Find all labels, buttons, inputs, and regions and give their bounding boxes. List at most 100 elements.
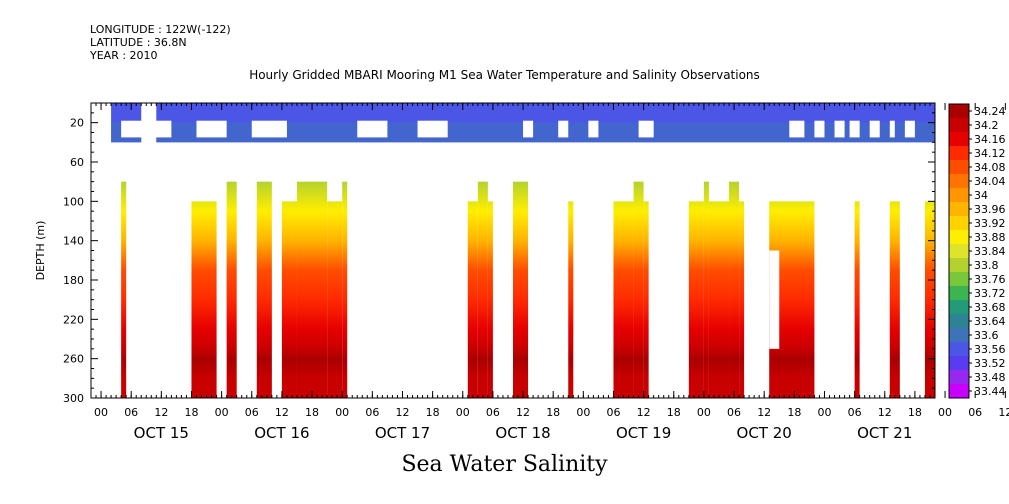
deep-salinity-segment	[121, 181, 127, 398]
colorbar-label: 33.72	[974, 287, 1006, 300]
deep-salinity-segment	[613, 201, 634, 398]
x-day-label: OCT 16	[254, 424, 309, 442]
colorbar-label: 34.12	[974, 147, 1006, 160]
x-hour-tick-label: 12	[637, 406, 651, 419]
colorbar-label: 33.8	[974, 259, 999, 272]
plot-area	[111, 103, 936, 398]
colorbar-cell	[949, 244, 969, 259]
x-day-label: OCT 19	[616, 424, 671, 442]
colorbar-cell	[949, 384, 969, 399]
colorbar-label: 33.68	[974, 301, 1006, 314]
colorbar-cell	[949, 356, 969, 371]
x-hour-tick-label: 18	[787, 406, 801, 419]
deep-salinity-segment	[889, 201, 900, 398]
x-hour-tick-label: 06	[727, 406, 741, 419]
shallow-band-gap	[638, 120, 654, 138]
colorbar-label: 34.04	[974, 175, 1006, 188]
deep-salinity-segment	[327, 201, 343, 398]
shallow-band-gap	[251, 120, 287, 138]
deep-salinity-segment	[854, 201, 860, 398]
x-hour-tick-label: 00	[335, 406, 349, 419]
colorbar-label: 33.76	[974, 273, 1006, 286]
x-hour-tick-label: 06	[365, 406, 379, 419]
shallow-band-gap	[789, 120, 805, 138]
shallow-band-gap	[588, 120, 599, 138]
colorbar-frame	[948, 103, 970, 399]
x-hour-tick-label: 12	[275, 406, 289, 419]
x-hour-tick-label: 12	[516, 406, 530, 419]
deep-salinity-segment	[703, 181, 709, 398]
x-day-label: OCT 15	[134, 424, 189, 442]
y-tick-label: 260	[63, 353, 84, 366]
deep-data-gap	[914, 201, 925, 349]
shallow-band-gap	[558, 120, 569, 138]
deep-salinity-segment	[513, 181, 529, 398]
x-day-label: OCT 20	[737, 424, 792, 442]
x-day-label: OCT 17	[375, 424, 430, 442]
colorbar-cell	[949, 272, 969, 287]
colorbar-label: 34.16	[974, 133, 1006, 146]
shallow-band-gap	[889, 120, 895, 138]
x-hour-tick-label: 18	[305, 406, 319, 419]
deep-salinity-segment	[568, 201, 574, 398]
y-axis-label: DEPTH (m)	[34, 221, 47, 281]
y-tick-label: 140	[63, 235, 84, 248]
x-hour-tick-label: 12	[998, 406, 1009, 419]
latitude-label: LATITUDE : 36.8N	[90, 36, 187, 49]
shallow-band-lower	[156, 122, 936, 143]
colorbar-cell	[949, 216, 969, 231]
deep-salinity-segment	[191, 201, 217, 398]
x-hour-tick-label: 12	[878, 406, 892, 419]
deep-salinity-segment	[296, 181, 328, 398]
colorbar-cell	[949, 104, 969, 119]
shallow-band-gap	[834, 120, 845, 138]
shallow-band-gap	[904, 120, 915, 138]
colorbar-label: 33.64	[974, 315, 1006, 328]
colorbar-label: 33.56	[974, 343, 1006, 356]
x-hour-tick-label: 18	[667, 406, 681, 419]
x-hour-tick-label: 00	[94, 406, 108, 419]
deep-salinity-segment	[688, 201, 704, 398]
x-hour-tick-label: 00	[938, 406, 952, 419]
deep-salinity-segment	[633, 181, 644, 398]
colorbar-cell	[949, 328, 969, 343]
deep-salinity-segment	[467, 201, 478, 398]
colorbar-cell	[949, 314, 969, 329]
y-tick-label: 300	[63, 392, 84, 405]
shallow-band-gap	[814, 120, 825, 138]
deep-salinity-segment	[281, 201, 297, 398]
colorbar-label: 34.2	[974, 119, 999, 132]
deep-salinity-segment	[708, 201, 730, 398]
colorbar-cell	[949, 342, 969, 357]
colorbar-label: 33.88	[974, 231, 1006, 244]
colorbar-label: 33.48	[974, 371, 1006, 384]
colorbar-label: 33.84	[974, 245, 1006, 258]
colorbar-cell	[949, 258, 969, 273]
y-tick-label: 60	[70, 156, 84, 169]
deep-salinity-segment	[643, 201, 649, 398]
deep-salinity-segment	[256, 181, 272, 398]
x-hour-tick-label: 06	[486, 406, 500, 419]
x-hour-tick-label: 18	[184, 406, 198, 419]
x-hour-tick-label: 18	[908, 406, 922, 419]
x-hour-tick-label: 00	[697, 406, 711, 419]
shallow-band-gap	[523, 120, 534, 138]
x-hour-tick-label: 00	[817, 406, 831, 419]
x-day-label: OCT 21	[857, 424, 912, 442]
longitude-label: LONGITUDE : 122W(-122)	[90, 23, 231, 36]
x-hour-tick-label: 12	[395, 406, 409, 419]
deep-salinity-segment	[477, 181, 488, 398]
deep-salinity-segment	[729, 181, 740, 398]
shallow-band-gap	[121, 120, 172, 138]
colorbar-cell	[949, 174, 969, 189]
shallow-band-gap	[849, 120, 860, 138]
x-hour-tick-label: 00	[215, 406, 229, 419]
colorbar-cell	[949, 188, 969, 203]
shallow-band-gap	[869, 120, 880, 138]
deep-salinity-segment	[226, 181, 237, 398]
y-tick-label: 20	[70, 117, 84, 130]
x-hour-tick-label: 06	[968, 406, 982, 419]
deep-salinity-segment	[739, 201, 745, 398]
colorbar-label: 34.08	[974, 161, 1006, 174]
